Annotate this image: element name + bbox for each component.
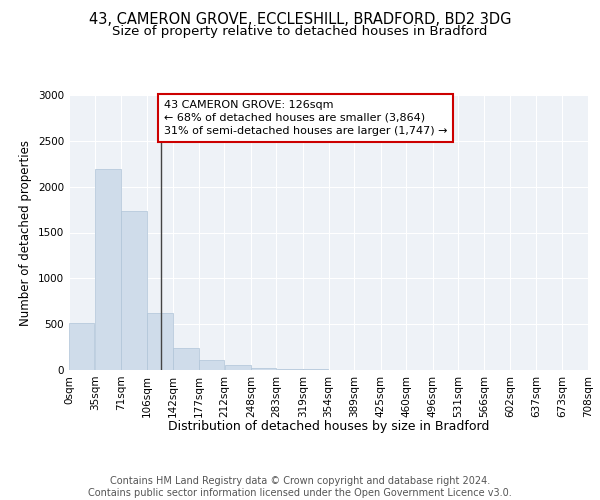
Bar <box>69 324 94 370</box>
Bar <box>277 368 302 370</box>
Text: 43 CAMERON GROVE: 126sqm
← 68% of detached houses are smaller (3,864)
31% of sem: 43 CAMERON GROVE: 126sqm ← 68% of detach… <box>164 100 447 136</box>
Bar <box>251 368 276 370</box>
Y-axis label: Number of detached properties: Number of detached properties <box>19 140 32 326</box>
Text: Contains HM Land Registry data © Crown copyright and database right 2024.
Contai: Contains HM Land Registry data © Crown c… <box>88 476 512 498</box>
Bar <box>224 365 251 370</box>
Text: 43, CAMERON GROVE, ECCLESHILL, BRADFORD, BD2 3DG: 43, CAMERON GROVE, ECCLESHILL, BRADFORD,… <box>89 12 511 28</box>
Bar <box>199 360 224 370</box>
Bar <box>147 313 173 370</box>
Text: Size of property relative to detached houses in Bradford: Size of property relative to detached ho… <box>112 25 488 38</box>
Bar <box>95 169 121 370</box>
Bar <box>173 348 199 370</box>
X-axis label: Distribution of detached houses by size in Bradford: Distribution of detached houses by size … <box>168 420 489 433</box>
Bar <box>121 212 146 370</box>
